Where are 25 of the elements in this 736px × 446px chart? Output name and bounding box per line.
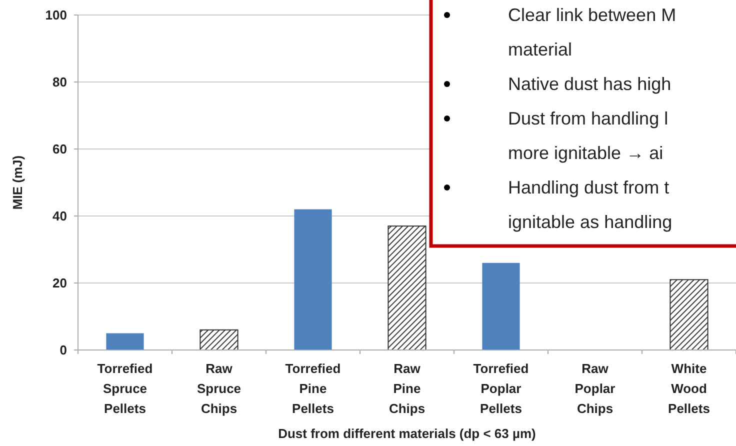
x-axis-title: Dust from different materials (dp < 63 µm) bbox=[278, 426, 536, 441]
x-tick-label: Raw Poplar Chips bbox=[574, 361, 616, 416]
bar bbox=[294, 209, 332, 350]
x-tick-label: Torrefied Poplar Pellets bbox=[473, 361, 529, 416]
y-tick-label: 60 bbox=[52, 142, 67, 157]
y-tick-label: 20 bbox=[52, 276, 67, 291]
x-tick-label: Raw Spruce Chips bbox=[196, 361, 242, 416]
bar bbox=[482, 262, 520, 350]
annotation: Dust from handling l more ignitable → ai bbox=[508, 108, 668, 163]
annotation: Clear link between M material bbox=[508, 5, 676, 60]
bar bbox=[200, 329, 238, 350]
bar bbox=[106, 333, 144, 350]
x-tick-label: Torrefied Spruce Pellets bbox=[97, 361, 153, 416]
x-tick-label: Torrefied Pine Pellets bbox=[285, 361, 341, 416]
bar bbox=[670, 279, 708, 350]
annotation: Native dust has high bbox=[508, 74, 672, 94]
bar bbox=[388, 226, 426, 350]
y-tick-label: 80 bbox=[52, 74, 67, 90]
x-tick-label: Raw Pine Chips bbox=[388, 361, 426, 416]
x-tick-label: White Wood Pellets bbox=[668, 361, 710, 416]
annotation: Handling dust from t ignitable as handling bbox=[508, 178, 672, 232]
y-tick-label: 40 bbox=[52, 208, 67, 224]
y-tick-label: 100 bbox=[45, 8, 67, 23]
y-axis-title: MIE (mJ) bbox=[10, 155, 25, 210]
y-tick-label: 0 bbox=[60, 342, 67, 358]
